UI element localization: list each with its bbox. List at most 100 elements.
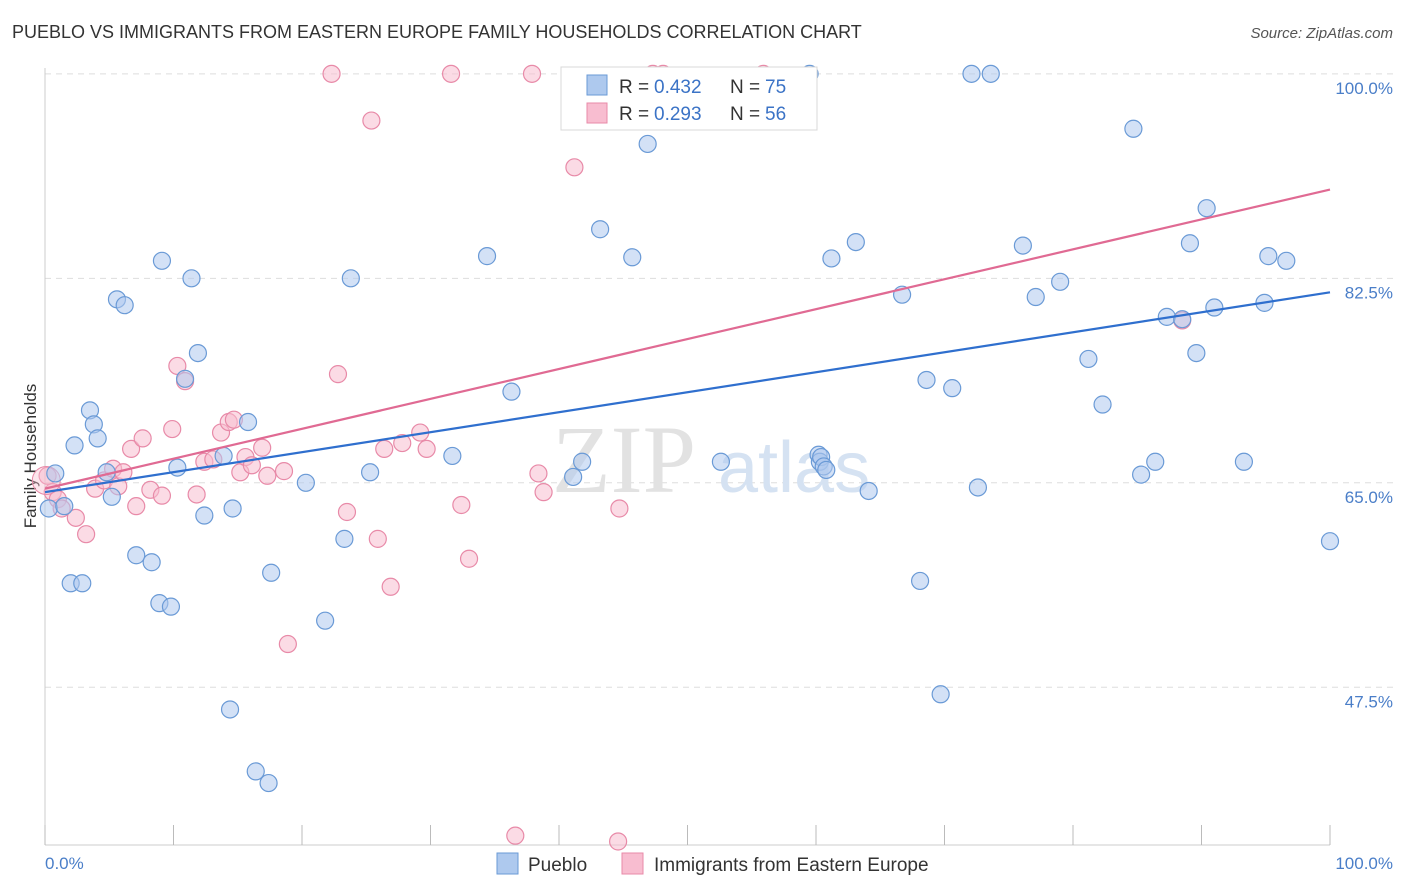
- legend-swatch-immigrants: [586, 102, 608, 124]
- immigrants-point-37: [375, 439, 394, 459]
- trend-line-immigrants: [44, 188, 1331, 490]
- pueblo-point-74: [1205, 298, 1224, 317]
- pueblo-point-14: [142, 553, 161, 572]
- pueblo-point-66: [1124, 119, 1143, 138]
- pueblo-point-41: [623, 248, 642, 267]
- pueblo-point-0: [39, 499, 58, 518]
- pueblo-point-21: [188, 343, 208, 363]
- pueblo-point-43: [711, 452, 731, 471]
- legend-n-label-pueblo: N =: [730, 77, 760, 98]
- immigrants-point-32: [322, 64, 341, 83]
- immigrants-point-38: [381, 577, 400, 596]
- pueblo-point-13: [127, 546, 146, 565]
- pueblo-point-8: [88, 429, 107, 448]
- pueblo-point-33: [341, 269, 360, 288]
- legend-n-value-immigrants: 56: [765, 104, 786, 125]
- pueblo-point-38: [564, 467, 583, 487]
- pueblo-point-2: [55, 497, 74, 516]
- immigrants-point-46: [522, 64, 542, 83]
- immigrants-point-19: [187, 485, 206, 504]
- trend-line-pueblo: [44, 291, 1331, 494]
- immigrants-point-51: [610, 499, 629, 518]
- immigrants-point-29: [258, 466, 277, 485]
- immigrants-point-15: [152, 486, 172, 505]
- immigrants-point-39: [393, 433, 412, 453]
- immigrants-point-44: [459, 549, 479, 568]
- pueblo-point-19: [175, 369, 195, 388]
- pueblo-point-36: [477, 247, 497, 266]
- y-axis-tick-labels: 47.5% 65.0% 82.5% 100.0%: [1335, 79, 1393, 711]
- pueblo-point-61: [1013, 236, 1032, 255]
- pueblo-point-70: [1173, 310, 1192, 329]
- immigrants-point-45: [506, 826, 525, 845]
- pueblo-point-73: [1197, 199, 1216, 218]
- pueblo-point-75: [1234, 452, 1254, 471]
- immigrants-point-50: [609, 832, 628, 851]
- immigrants-point-31: [278, 634, 297, 654]
- immigrants-point-34: [337, 502, 357, 522]
- pueblo-point-68: [1146, 452, 1165, 471]
- x-axis-ticks: [44, 825, 1331, 845]
- pueblo-point-29: [262, 563, 281, 582]
- series-legend-label-immigrants: Immigrants from Eastern Europe: [654, 855, 929, 876]
- series-legend-swatch-immigrants: [621, 852, 644, 875]
- immigrants-point-33: [328, 365, 348, 384]
- pueblo-point-28: [259, 773, 278, 793]
- immigrants-point-28: [253, 438, 272, 457]
- pueblo-point-22: [195, 506, 214, 525]
- pueblo-point-35: [443, 446, 462, 466]
- series-immigrants-points: [31, 64, 1192, 851]
- y-tick-label-0: 47.5%: [1345, 692, 1393, 711]
- pueblo-point-57: [943, 379, 962, 398]
- legend-n-label-immigrants: N =: [730, 104, 760, 125]
- immigrants-point-4: [66, 508, 85, 527]
- immigrants-point-30: [274, 462, 294, 481]
- immigrants-point-16: [163, 419, 182, 439]
- pueblo-point-16: [152, 251, 172, 270]
- pueblo-point-71: [1180, 234, 1200, 253]
- pueblo-point-20: [182, 269, 201, 288]
- watermark-atlas: atlas: [718, 428, 870, 508]
- pueblo-point-58: [962, 64, 981, 83]
- pueblo-point-34: [361, 463, 380, 482]
- pueblo-point-55: [917, 370, 936, 390]
- series-legend: Pueblo Immigrants from Eastern Europe: [496, 852, 929, 876]
- pueblo-point-26: [238, 412, 258, 432]
- legend-r-value-immigrants: 0.293: [654, 104, 702, 125]
- pueblo-point-72: [1187, 343, 1206, 363]
- pueblo-point-39: [573, 452, 592, 471]
- pueblo-point-59: [968, 478, 988, 497]
- legend-swatch-pueblo: [586, 74, 608, 96]
- pueblo-point-4: [65, 436, 84, 455]
- pueblo-point-63: [1051, 272, 1070, 291]
- immigrants-point-42: [441, 64, 461, 83]
- stats-legend: R = 0.432 N = 75 R = 0.293 N = 56: [560, 66, 818, 131]
- pueblo-point-31: [316, 611, 335, 630]
- pueblo-point-79: [1320, 532, 1340, 551]
- pueblo-point-51: [846, 232, 865, 252]
- legend-n-value-pueblo: 75: [765, 77, 786, 98]
- immigrants-point-48: [534, 483, 553, 502]
- x-tick-label-min: 0.0%: [45, 854, 84, 873]
- grid-lines: [45, 73, 1393, 688]
- immigrants-point-11: [121, 439, 141, 459]
- legend-r-label-pueblo: R =: [619, 77, 649, 98]
- pueblo-point-49: [817, 460, 836, 480]
- pueblo-point-1: [46, 464, 65, 483]
- legend-r-value-pueblo: 0.432: [654, 77, 702, 98]
- pueblo-point-25: [223, 499, 242, 518]
- immigrants-point-12: [127, 497, 146, 516]
- series-pueblo-points: [39, 64, 1340, 793]
- pueblo-point-77: [1259, 247, 1278, 266]
- pueblo-point-78: [1277, 251, 1296, 270]
- immigrants-point-36: [368, 529, 387, 548]
- pueblo-point-52: [859, 481, 878, 501]
- pueblo-point-17: [161, 597, 181, 616]
- chart-source: Source: ZipAtlas.com: [1250, 25, 1393, 42]
- legend-r-label-immigrants: R =: [619, 104, 649, 125]
- pueblo-point-32: [335, 529, 354, 548]
- pueblo-point-27: [246, 762, 265, 781]
- pueblo-point-37: [502, 382, 521, 401]
- x-tick-label-max: 100.0%: [1335, 854, 1393, 873]
- pueblo-point-56: [931, 685, 950, 704]
